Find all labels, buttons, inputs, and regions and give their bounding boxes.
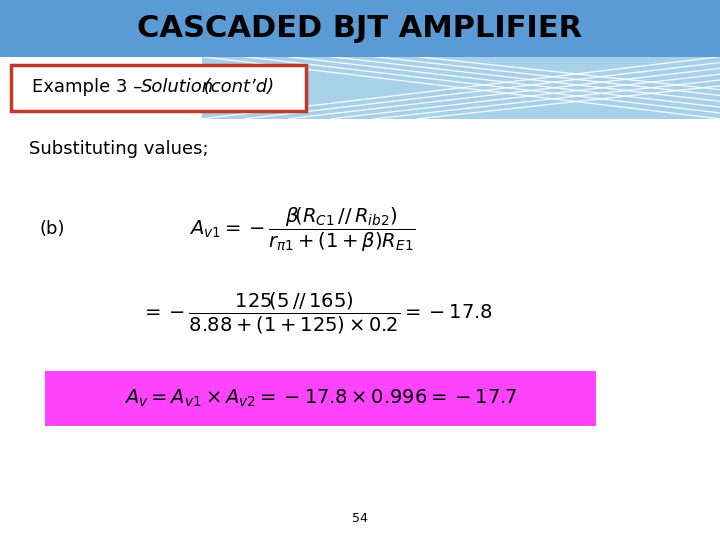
Polygon shape [202, 57, 720, 119]
Text: $A_{v1} = -\dfrac{\beta\!\left(R_{C1}\,//\,R_{ib2}\right)}{r_{\pi1} + \left(1+\b: $A_{v1} = -\dfrac{\beta\!\left(R_{C1}\,/… [189, 205, 415, 254]
FancyBboxPatch shape [0, 0, 720, 57]
FancyBboxPatch shape [45, 371, 596, 426]
Text: $= -\dfrac{125\!\left(5\,//\,165\right)}{8.88 + \left(1+125\right)\times 0.2} = : $= -\dfrac{125\!\left(5\,//\,165\right)}… [141, 291, 492, 336]
Text: Substituting values;: Substituting values; [29, 139, 208, 158]
Text: Example 3 –: Example 3 – [32, 78, 148, 97]
Text: 54: 54 [352, 512, 368, 525]
Text: $A_v = A_{v1} \times A_{v2} = -17.8\times 0.996 = -17.7$: $A_v = A_{v1} \times A_{v2} = -17.8\time… [124, 387, 517, 409]
Text: CASCADED BJT AMPLIFIER: CASCADED BJT AMPLIFIER [138, 14, 582, 43]
Text: (cont’d): (cont’d) [198, 78, 274, 97]
Text: (b): (b) [40, 220, 65, 239]
FancyBboxPatch shape [11, 65, 306, 111]
Text: Solution: Solution [140, 78, 214, 97]
